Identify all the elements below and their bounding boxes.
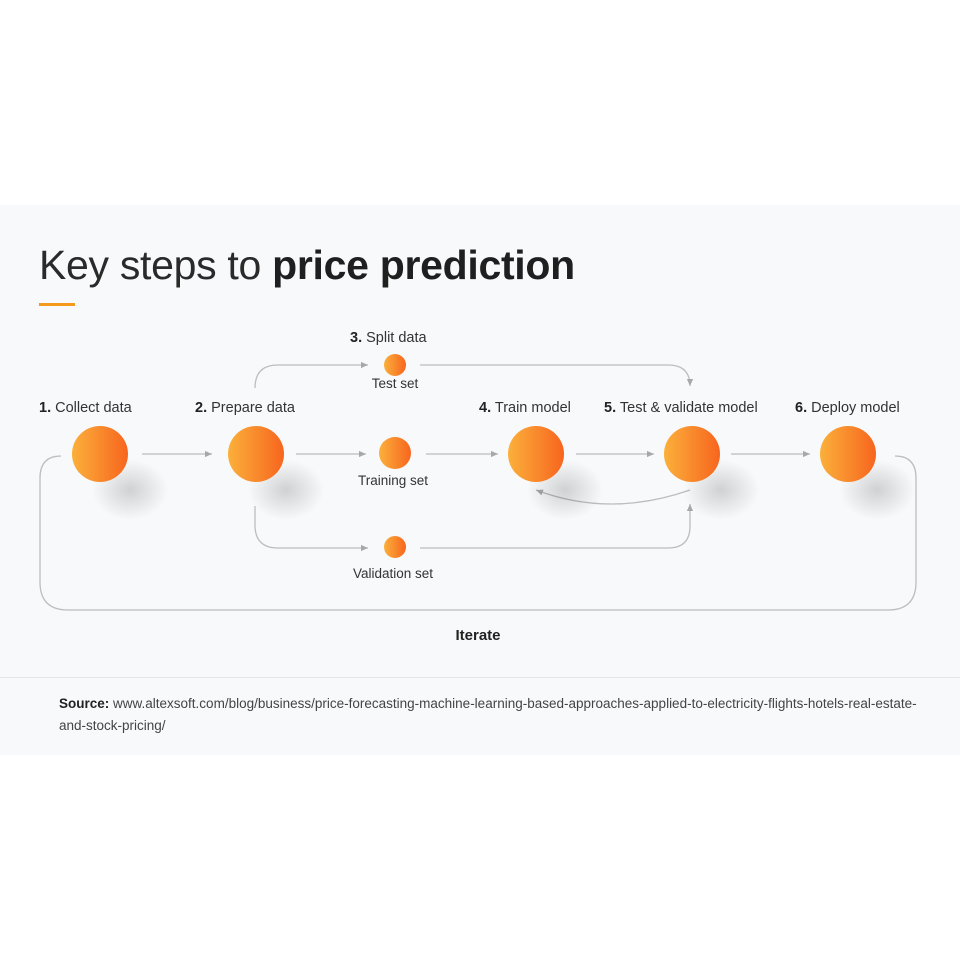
source-divider: [0, 677, 960, 678]
arrow-prepare-to-test-set: [254, 361, 368, 389]
step-4-label: 4. Train model: [479, 400, 571, 416]
page-title: Key steps to price prediction: [39, 240, 575, 290]
step-1-circle: [72, 426, 128, 482]
title-accent-bar: [39, 303, 75, 306]
step-6-circle: [820, 426, 876, 482]
training-set-label: Training set: [357, 473, 429, 488]
test-set-circle: [384, 354, 406, 376]
validation-set-circle: [384, 536, 406, 558]
source-url: www.altexsoft.com/blog/business/price-fo…: [59, 696, 917, 733]
step-2-circle: [228, 426, 284, 482]
title-light: Key steps to: [39, 242, 262, 288]
step-5-circle: [664, 426, 720, 482]
source-label: Source:: [59, 696, 110, 711]
step-4-circle: [508, 426, 564, 482]
title-bold: price prediction: [272, 242, 575, 288]
arrow-prepare-to-validation-set: [254, 506, 368, 552]
arrow-validation-set-to-validate: [420, 504, 694, 549]
source-note: Source: www.altexsoft.com/blog/business/…: [59, 693, 919, 737]
arrow-test-set-to-validate: [420, 364, 694, 387]
iterate-loop-connector: [39, 455, 917, 611]
step-6-label: 6. Deploy model: [795, 400, 900, 416]
step-5-label: 5. Test & validate model: [604, 400, 758, 416]
test-set-label: Test set: [371, 376, 419, 391]
step-1-label: 1. Collect data: [39, 400, 132, 416]
step-3-label: 3. Split data: [350, 330, 427, 346]
validation-set-label: Validation set: [352, 566, 434, 581]
step-2-label: 2. Prepare data: [195, 400, 295, 416]
training-set-circle: [379, 437, 411, 469]
iterate-label: Iterate: [455, 627, 501, 644]
